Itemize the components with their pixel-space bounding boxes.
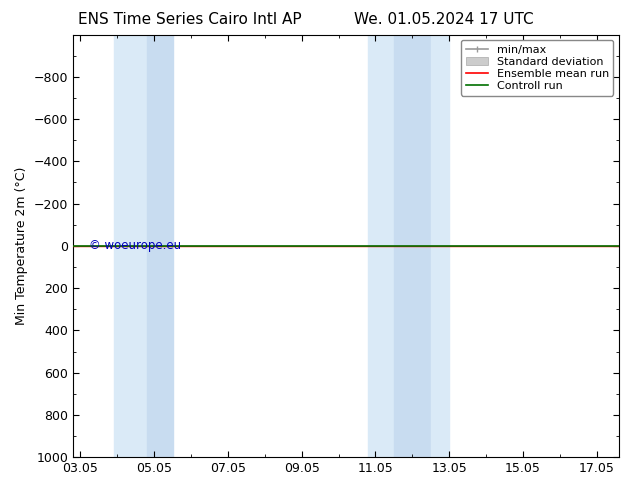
Bar xyxy=(113,35,146,457)
Bar xyxy=(368,35,394,457)
Text: ENS Time Series Cairo Intl AP: ENS Time Series Cairo Intl AP xyxy=(79,12,302,27)
Bar xyxy=(394,35,431,457)
Legend: min/max, Standard deviation, Ensemble mean run, Controll run: min/max, Standard deviation, Ensemble me… xyxy=(461,40,614,96)
Text: We. 01.05.2024 17 UTC: We. 01.05.2024 17 UTC xyxy=(354,12,534,27)
Y-axis label: Min Temperature 2m (°C): Min Temperature 2m (°C) xyxy=(15,167,28,325)
Bar xyxy=(146,35,172,457)
Text: © woeurope.eu: © woeurope.eu xyxy=(89,239,181,251)
Bar xyxy=(431,35,450,457)
